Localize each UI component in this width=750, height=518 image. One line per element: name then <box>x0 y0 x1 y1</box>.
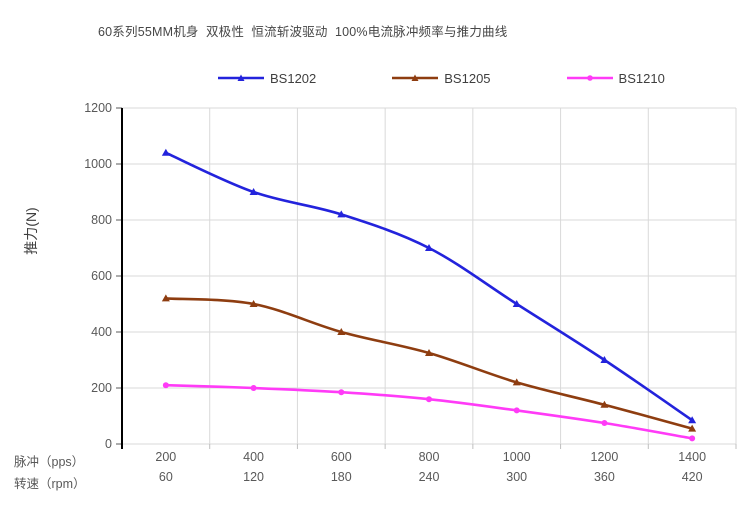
legend-line-marker-icon <box>218 72 264 84</box>
data-point-bs1202 <box>688 416 697 424</box>
series-line-bs1202 <box>164 151 694 422</box>
data-point-bs1202 <box>600 356 609 363</box>
x-tick-label-rpm: 180 <box>330 470 352 484</box>
x-tick-label-rpm: 360 <box>593 470 615 484</box>
x-row-label-rpm: 转速（rpm） <box>14 477 86 491</box>
data-point-bs1210 <box>513 407 520 414</box>
data-point-bs1210 <box>250 385 257 391</box>
x-tick-label-pps: 800 <box>418 450 440 464</box>
y-tick-label: 1200 <box>84 101 112 115</box>
x-tick-label-pps: 200 <box>155 450 177 464</box>
y-tick-label: 0 <box>105 437 112 451</box>
chart-title: 60系列55MM机身 双极性 恒流斩波驱动 100%电流脉冲频率与推力曲线 <box>98 25 508 39</box>
legend-label: BS1205 <box>444 70 491 86</box>
data-point-bs1210 <box>689 435 696 442</box>
x-tick-label-pps: 400 <box>243 450 264 464</box>
legend-line-marker-icon <box>566 72 613 84</box>
y-tick-label: 200 <box>91 381 112 395</box>
y-tick-label: 1000 <box>84 157 112 171</box>
data-point-bs1205 <box>425 349 433 356</box>
legend: BS1202 BS1205 BS1210 <box>218 70 665 86</box>
x-row-label-pps: 脉冲（pps） <box>14 455 85 469</box>
legend-item-bs1202: BS1202 <box>218 71 316 86</box>
x-tick-label-rpm: 120 <box>243 470 264 484</box>
x-tick-label-pps: 1000 <box>502 450 531 464</box>
x-tick-label-rpm: 420 <box>681 470 703 484</box>
legend-item-bs1205: BS1205 <box>392 70 491 86</box>
y-tick-label: 400 <box>91 325 112 339</box>
data-point-bs1202 <box>512 300 521 307</box>
data-point-bs1202 <box>161 148 170 156</box>
data-point-bs1205 <box>249 300 258 307</box>
x-tick-label-pps: 1400 <box>678 450 707 464</box>
data-point-bs1205 <box>161 294 170 302</box>
data-point-bs1205 <box>512 378 521 386</box>
legend-line-marker-icon <box>392 72 439 84</box>
data-point-bs1205 <box>600 400 609 408</box>
data-point-bs1202 <box>425 244 433 251</box>
y-tick-label: 800 <box>91 213 112 227</box>
x-tick-label-pps: 600 <box>330 450 352 464</box>
data-point-bs1210 <box>426 396 432 403</box>
x-tick-label-rpm: 60 <box>158 470 173 484</box>
y-tick-label: 600 <box>91 269 112 283</box>
data-point-bs1210 <box>162 382 169 389</box>
series-line-bs1210 <box>164 383 694 440</box>
x-tick-label-rpm: 300 <box>506 470 528 484</box>
legend-item-bs1210: BS1210 <box>566 70 665 86</box>
data-point-bs1210 <box>338 389 345 396</box>
legend-label: BS1210 <box>618 70 665 86</box>
data-point-bs1202 <box>337 210 346 218</box>
legend-label: BS1202 <box>270 70 317 86</box>
data-point-bs1210 <box>601 420 608 426</box>
data-point-bs1202 <box>249 188 258 195</box>
series-line-bs1205 <box>164 297 694 430</box>
x-tick-label-rpm: 240 <box>418 470 440 484</box>
data-point-bs1205 <box>337 328 346 335</box>
data-point-bs1205 <box>688 424 697 432</box>
x-tick-label-pps: 1200 <box>590 450 619 464</box>
